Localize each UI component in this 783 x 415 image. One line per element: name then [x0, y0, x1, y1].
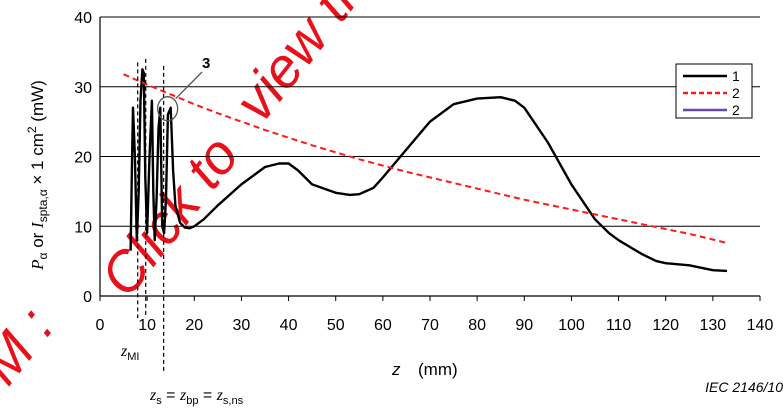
y-tick-label: 20	[74, 150, 92, 167]
z-s-label: zs = zbp = zs,ns	[149, 387, 244, 407]
figure-id: IEC 2146/10	[705, 379, 783, 395]
x-tick-label: 30	[233, 317, 251, 334]
x-tick-label: 50	[327, 317, 345, 334]
gridlines	[99, 16, 761, 301]
x-tick-label: 90	[515, 317, 533, 334]
x-tick-label: 110	[606, 317, 632, 334]
y-tick-label: 0	[83, 289, 92, 306]
watermark-fragment-2: Click to	[88, 124, 251, 307]
x-tick-label: 120	[652, 317, 679, 334]
x-tick-label: 40	[280, 317, 298, 334]
series-line-2	[123, 73, 728, 244]
tick-labels: 0 10 20 30 40 0 10 20 30 40 50 60 70 80 90 100 110 120 130…	[74, 10, 773, 334]
series-line-1	[129, 68, 728, 273]
y-tick-label: 30	[74, 80, 92, 97]
x-tick-label: 20	[185, 317, 203, 334]
y-axis-label: Pα or Ispta,α × 1 cm2 (mW)	[25, 80, 50, 271]
x-tick-label: 140	[747, 317, 774, 334]
legend: 122	[675, 63, 753, 119]
y-tick-label: 10	[74, 219, 92, 236]
watermark-fragment-3: view the ful	[222, 0, 445, 132]
x-axis-unit: (mm)	[418, 360, 458, 379]
x-tick-label: 130	[700, 317, 727, 334]
x-tick-label: 100	[558, 317, 585, 334]
annotations: zMI zs = zbp = zs,ns 3	[120, 55, 244, 407]
highlight-label: 3	[202, 55, 210, 72]
legend-label-1: 1	[732, 68, 740, 84]
x-tick-label: 70	[421, 317, 439, 334]
watermark-fragment-1: M :	[0, 295, 65, 395]
legend-label-2: 2	[732, 85, 740, 101]
x-tick-label: 10	[138, 317, 156, 334]
y-tick-label: 40	[74, 10, 92, 27]
z-mi-label: zMI	[120, 343, 139, 363]
x-axis-label: z (mm)	[391, 360, 458, 379]
series	[123, 68, 728, 273]
x-tick-label: 80	[468, 317, 486, 334]
highlight-circle	[156, 96, 179, 122]
highlight-leader	[175, 71, 203, 100]
legend-label-3: 2	[732, 102, 740, 118]
x-axis-symbol: z	[391, 360, 401, 379]
watermark: M : Click to view the ful	[0, 0, 445, 395]
x-tick-label: 60	[374, 317, 392, 334]
x-tick-label: 0	[96, 317, 105, 334]
